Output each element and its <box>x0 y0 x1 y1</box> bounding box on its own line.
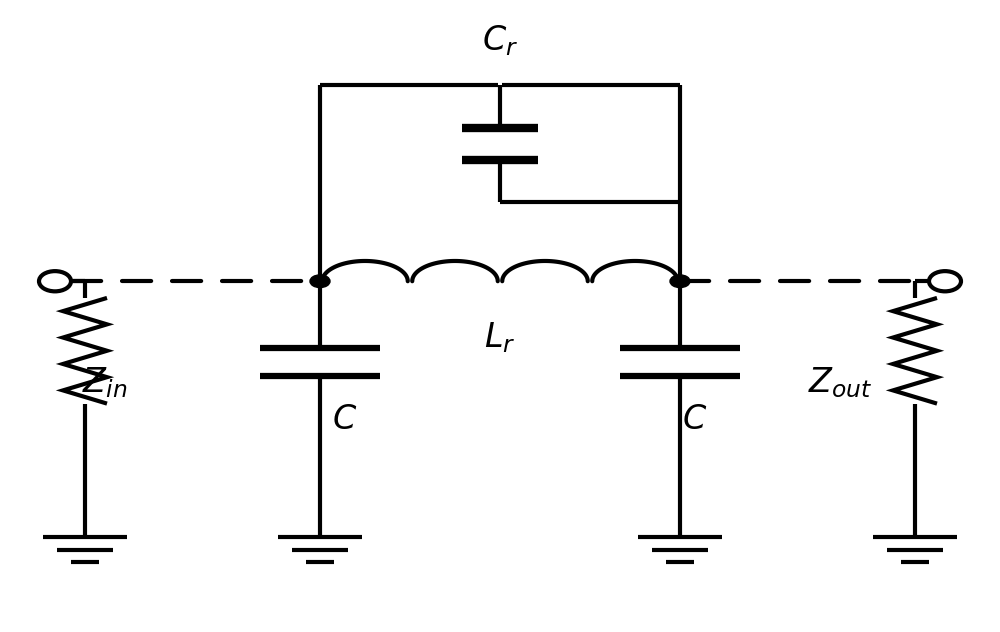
Circle shape <box>929 271 961 291</box>
Circle shape <box>670 275 690 288</box>
Text: $C$: $C$ <box>332 404 358 436</box>
Text: $C_r$: $C_r$ <box>482 24 518 58</box>
Text: $Z_{in}$: $Z_{in}$ <box>82 365 128 399</box>
Circle shape <box>310 275 330 288</box>
Text: $C$: $C$ <box>682 404 708 436</box>
Text: $Z_{out}$: $Z_{out}$ <box>808 365 872 399</box>
Text: $L_r$: $L_r$ <box>484 321 516 355</box>
Circle shape <box>39 271 71 291</box>
